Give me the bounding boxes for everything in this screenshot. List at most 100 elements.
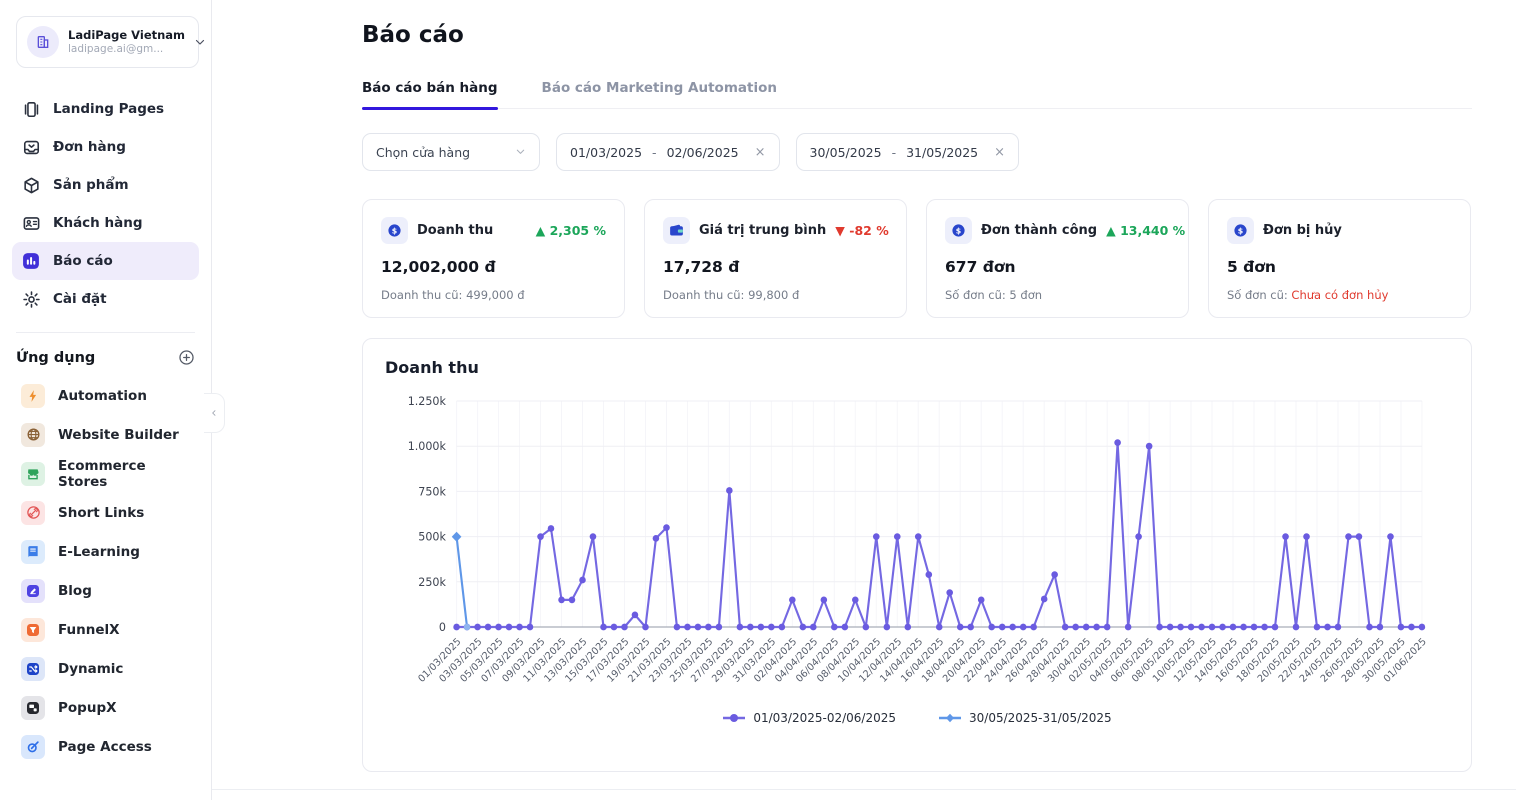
app-item-blog[interactable]: Blog [12,571,199,610]
app-item-short-links[interactable]: Short Links [12,493,199,532]
settings-icon [21,289,41,309]
legend-marker-line-diamond [938,713,962,723]
stat-delta: ▲ 2,305 % [536,223,606,238]
legend-label: 30/05/2025-31/05/2025 [969,711,1112,725]
apps-header: Ứng dụng [0,333,211,372]
date-separator: - [892,145,897,160]
app-item-funnelx[interactable]: FunnelX [12,610,199,649]
sidebar-item-label: Đơn hàng [53,139,126,155]
legend-item-current-period[interactable]: 01/03/2025-02/06/2025 [722,711,896,725]
svg-text:250k: 250k [418,576,446,589]
stat-card-don-bi-huy: $ Đơn bị hủy 5 đơn Số đơn cũ: Chưa có đơ… [1208,199,1471,318]
app-item-label: Automation [58,388,147,404]
app-item-popupx[interactable]: PopupX [12,688,199,727]
sidebar-item-label: Báo cáo [53,253,113,269]
page-title: Báo cáo [362,22,1472,48]
sidebar-menu: Landing Pages Đơn hàng Sản phẩm Khách hà… [0,82,211,318]
sidebar-collapse-button[interactable] [204,393,225,433]
sidebar-item-label: Landing Pages [53,101,164,117]
clear-date-icon[interactable]: × [755,145,766,160]
dollar-coin-icon: $ [945,217,972,244]
stat-label: Đơn thành công [981,223,1097,238]
pen-square-icon [21,579,45,603]
line-chart-canvas: 1.250k1.000k750k500k250k001/03/202503/03… [385,387,1449,709]
storefront-icon [21,462,45,486]
sidebar-item-san-pham[interactable]: Sản phẩm [12,166,199,204]
sidebar-item-khach-hang[interactable]: Khách hàng [12,204,199,242]
legend-item-compare-period[interactable]: 30/05/2025-31/05/2025 [938,711,1112,725]
app-item-label: Website Builder [58,427,179,443]
stat-value: 5 đơn [1227,258,1452,276]
reports-icon [21,251,41,271]
apps-list: Automation Website Builder Ecommerce Sto… [0,372,211,770]
orders-icon [21,137,41,157]
app-item-label: E-Learning [58,544,140,560]
svg-text:1.250k: 1.250k [408,395,447,408]
landing-pages-icon [21,99,41,119]
sidebar-item-cai-dat[interactable]: Cài đặt [12,280,199,318]
app-item-website-builder[interactable]: Website Builder [12,415,199,454]
layout-square-icon [21,696,45,720]
stat-sub: Doanh thu cũ: 499,000 đ [381,288,606,302]
date-to: 31/05/2025 [906,145,978,160]
date-range-compare[interactable]: 30/05/2025 - 31/05/2025 × [796,133,1020,171]
stat-label: Giá trị trung bình [699,223,826,238]
report-tabs: Báo cáo bán hàng Báo cáo Marketing Autom… [362,80,1472,109]
app-item-label: Blog [58,583,92,599]
filter-bar: Chọn cửa hàng 01/03/2025 - 02/06/2025 × … [362,133,1472,171]
app-item-e-learning[interactable]: E-Learning [12,532,199,571]
chevron-down-icon [194,33,206,52]
svg-text:750k: 750k [418,485,446,498]
account-name: LadiPage Vietnam [68,28,185,43]
svg-text:$: $ [1238,226,1243,235]
stat-value: 677 đơn [945,258,1170,276]
app-item-label: Short Links [58,505,144,521]
building-icon [35,34,51,50]
stat-value: 17,728 đ [663,258,888,276]
stat-label: Đơn bị hủy [1263,223,1342,238]
sidebar-item-label: Khách hàng [53,215,143,231]
lightning-icon [21,384,45,408]
products-icon [21,175,41,195]
swirl-icon [21,735,45,759]
stat-card-don-thanh-cong: $ Đơn thành công ▲ 13,440 % 677 đơn Số đ… [926,199,1189,318]
dollar-coin-icon: $ [1227,217,1254,244]
add-app-button[interactable] [178,349,195,366]
company-avatar [27,26,59,58]
stat-cards: $ Doanh thu ▲ 2,305 % 12,002,000 đ Doanh… [362,199,1472,318]
app-item-label: PopupX [58,700,117,716]
chevron-down-icon [515,145,526,160]
clear-date-icon[interactable]: × [994,145,1005,160]
sidebar-item-bao-cao[interactable]: Báo cáo [12,242,199,280]
chart-legend: 01/03/2025-02/06/2025 30/05/2025-31/05/2… [385,711,1449,725]
sidebar-item-landing-pages[interactable]: Landing Pages [12,90,199,128]
stat-delta: ▼ -82 % [835,223,888,238]
sidebar-item-label: Cài đặt [53,291,107,307]
app-item-ecommerce-stores[interactable]: Ecommerce Stores [12,454,199,493]
date-range-primary[interactable]: 01/03/2025 - 02/06/2025 × [556,133,780,171]
account-info: LadiPage Vietnam ladipage.ai@gm... [68,28,185,57]
app-item-dynamic[interactable]: Dynamic [12,649,199,688]
shuffle-square-icon [21,657,45,681]
app-item-automation[interactable]: Automation [12,376,199,415]
date-separator: - [652,145,657,160]
stat-card-doanh-thu: $ Doanh thu ▲ 2,305 % 12,002,000 đ Doanh… [362,199,625,318]
stat-sub: Số đơn cũ: Chưa có đơn hủy [1227,288,1452,302]
report-page: LadiPage Vietnam ladipage.ai@gm... Landi… [0,0,1516,800]
tab-bao-cao-ban-hang[interactable]: Báo cáo bán hàng [362,80,498,108]
revenue-chart: 1.250k1.000k750k500k250k001/03/202503/03… [385,387,1449,709]
svg-text:0: 0 [439,621,446,634]
app-item-label: Dynamic [58,661,123,677]
app-item-page-access[interactable]: Page Access [12,727,199,766]
svg-text:500k: 500k [418,530,446,543]
funnel-square-icon [21,618,45,642]
store-select[interactable]: Chọn cửa hàng [362,133,540,171]
store-select-value: Chọn cửa hàng [376,145,470,160]
sidebar-item-label: Sản phẩm [53,177,129,193]
customers-icon [21,213,41,233]
stat-sub: Số đơn cũ: 5 đơn [945,288,1170,302]
link-icon [21,501,45,525]
account-switcher[interactable]: LadiPage Vietnam ladipage.ai@gm... [16,16,199,68]
tab-bao-cao-marketing-automation[interactable]: Báo cáo Marketing Automation [542,80,777,108]
sidebar-item-don-hang[interactable]: Đơn hàng [12,128,199,166]
